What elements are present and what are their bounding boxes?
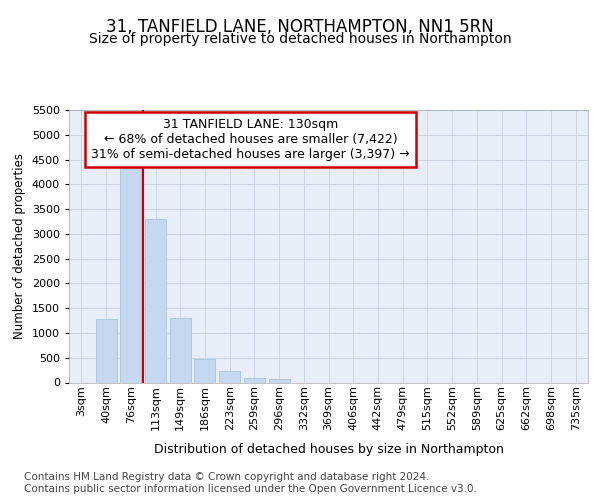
Text: Contains HM Land Registry data © Crown copyright and database right 2024.
Contai: Contains HM Land Registry data © Crown c… xyxy=(24,472,477,494)
Bar xyxy=(120,167,141,382)
Bar xyxy=(219,370,240,382)
Bar xyxy=(95,319,116,382)
Text: Size of property relative to detached houses in Northampton: Size of property relative to detached ho… xyxy=(89,32,511,46)
Text: 31, TANFIELD LANE, NORTHAMPTON, NN1 5RN: 31, TANFIELD LANE, NORTHAMPTON, NN1 5RN xyxy=(106,18,494,36)
Y-axis label: Number of detached properties: Number of detached properties xyxy=(13,153,26,339)
Text: Distribution of detached houses by size in Northampton: Distribution of detached houses by size … xyxy=(154,442,504,456)
Bar xyxy=(145,219,166,382)
Text: 31 TANFIELD LANE: 130sqm
← 68% of detached houses are smaller (7,422)
31% of sem: 31 TANFIELD LANE: 130sqm ← 68% of detach… xyxy=(91,118,410,161)
Bar xyxy=(244,378,265,382)
Bar xyxy=(170,318,191,382)
Bar xyxy=(269,379,290,382)
Bar xyxy=(194,358,215,382)
